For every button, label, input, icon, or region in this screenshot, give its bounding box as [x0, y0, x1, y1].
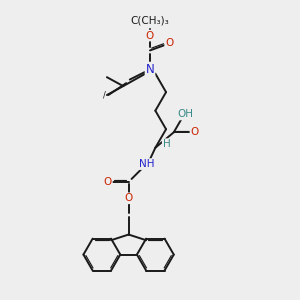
Text: O: O [124, 193, 133, 203]
Text: O: O [190, 127, 199, 137]
Text: N: N [146, 63, 154, 76]
Text: O: O [104, 177, 112, 187]
Text: /: / [103, 91, 106, 100]
Text: H: H [163, 139, 170, 149]
Text: C(CH₃)₃: C(CH₃)₃ [130, 16, 170, 26]
Text: OH: OH [177, 110, 193, 119]
Text: NH: NH [139, 159, 154, 169]
Text: O: O [165, 38, 173, 48]
Text: O: O [146, 31, 154, 40]
